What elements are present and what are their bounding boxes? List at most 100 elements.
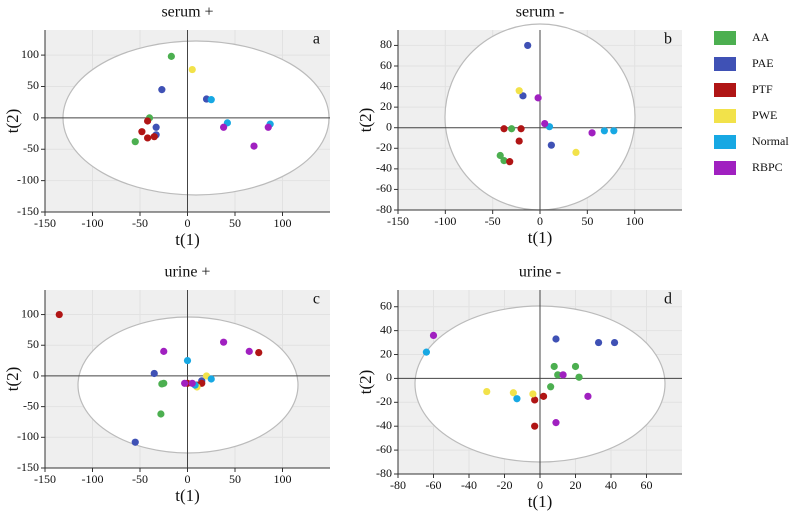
panel-title: serum + <box>161 4 213 21</box>
legend-label: PWE <box>752 108 777 122</box>
y-axis-label: t(2) <box>3 109 22 134</box>
x-axis-label: t(1) <box>175 486 200 505</box>
data-point <box>539 392 548 400</box>
data-point <box>571 362 580 371</box>
y-tick-label: -150 <box>17 460 39 474</box>
y-axis-label: t(2) <box>3 367 22 392</box>
data-point <box>160 379 168 387</box>
y-tick-label: 60 <box>380 298 392 312</box>
data-point <box>610 127 618 135</box>
data-point <box>207 375 215 383</box>
panel-label: c <box>313 291 320 308</box>
data-point <box>554 371 562 379</box>
x-tick-label: 50 <box>229 472 241 486</box>
x-tick-label: -100 <box>434 214 456 228</box>
panel-title: urine - <box>519 264 561 281</box>
x-tick-label: 100 <box>274 472 292 486</box>
data-point <box>559 371 567 379</box>
x-tick-label: 40 <box>605 478 617 492</box>
legend-label: Normal <box>752 134 789 148</box>
y-tick-label: 40 <box>380 322 392 336</box>
y-tick-label: 100 <box>21 306 39 320</box>
legend-label: PAE <box>752 56 774 70</box>
data-point <box>152 123 160 131</box>
data-point <box>138 128 146 136</box>
legend-swatch <box>714 57 736 71</box>
x-tick-label: 0 <box>185 216 191 230</box>
panel-title: serum - <box>516 4 564 21</box>
legend-swatch <box>714 161 736 175</box>
data-point <box>188 65 196 74</box>
data-point <box>519 92 527 100</box>
y-tick-label: -40 <box>376 161 392 175</box>
panel: -80 -60 -40 -20 0 20 40 60 -80 -60 -40 -20 0 20 40 60 ur… <box>356 264 682 511</box>
data-point <box>55 310 63 319</box>
y-tick-label: 50 <box>27 78 39 92</box>
y-tick-label: -80 <box>376 466 392 480</box>
y-tick-label: 80 <box>380 37 392 51</box>
x-tick-label: 0 <box>537 214 543 228</box>
y-tick-label: 0 <box>33 110 39 124</box>
panel-label: b <box>664 31 672 48</box>
legend-label: RBPC <box>752 160 783 174</box>
data-point <box>250 142 258 150</box>
y-tick-label: -60 <box>376 181 392 195</box>
y-tick-label: -100 <box>17 172 39 186</box>
x-tick-label: -150 <box>34 216 56 230</box>
x-axis-label: t(1) <box>175 230 200 249</box>
x-tick-label: 100 <box>626 214 644 228</box>
data-point <box>207 96 215 104</box>
legend-label: AA <box>752 30 770 44</box>
y-tick-label: -60 <box>376 442 392 456</box>
data-point <box>547 383 555 391</box>
data-point <box>588 129 596 137</box>
data-point <box>158 86 166 94</box>
x-tick-label: -50 <box>132 216 148 230</box>
data-point <box>483 387 491 396</box>
data-point <box>255 349 263 357</box>
x-tick-label: -150 <box>387 214 409 228</box>
data-point <box>515 87 523 95</box>
data-point <box>131 438 139 446</box>
x-tick-label: -50 <box>132 472 148 486</box>
y-axis-label: t(2) <box>356 108 375 133</box>
x-tick-label: -50 <box>485 214 501 228</box>
data-point <box>541 120 549 128</box>
legend-swatch <box>714 109 736 123</box>
y-tick-label: 100 <box>21 47 39 61</box>
data-point <box>167 52 175 60</box>
y-tick-label: 0 <box>33 368 39 382</box>
y-tick-label: -100 <box>17 429 39 443</box>
y-tick-label: 20 <box>380 346 392 360</box>
x-tick-label: 0 <box>185 472 191 486</box>
data-point <box>131 138 139 146</box>
data-point <box>220 338 228 346</box>
x-tick-label: 100 <box>274 216 292 230</box>
y-tick-label: -50 <box>23 398 39 412</box>
data-point <box>515 137 523 145</box>
data-point <box>610 338 619 347</box>
panel-label: d <box>664 291 672 308</box>
data-point <box>531 422 539 430</box>
x-tick-label: -60 <box>426 478 442 492</box>
data-point <box>264 123 272 131</box>
data-point <box>509 389 517 397</box>
panel: -150 -100 -50 0 50 100 -150 -100 -50 0 50 100 urine … <box>3 264 330 505</box>
data-point <box>531 396 539 404</box>
data-point <box>150 133 158 141</box>
data-point <box>245 347 253 355</box>
y-tick-label: -150 <box>17 204 39 218</box>
y-tick-label: 40 <box>380 78 392 92</box>
panel: -150 -100 -50 0 50 100 -150 -100 -50 0 50 100 serum … <box>3 4 330 249</box>
x-axis-label: t(1) <box>528 492 553 511</box>
y-tick-label: 60 <box>380 58 392 72</box>
x-axis-label: t(1) <box>528 228 553 247</box>
data-point <box>547 141 555 149</box>
data-point <box>600 127 608 135</box>
panel-label: a <box>313 31 320 48</box>
data-point <box>496 151 504 160</box>
data-point <box>572 148 580 156</box>
data-point <box>500 157 508 165</box>
y-tick-label: 20 <box>380 99 392 113</box>
